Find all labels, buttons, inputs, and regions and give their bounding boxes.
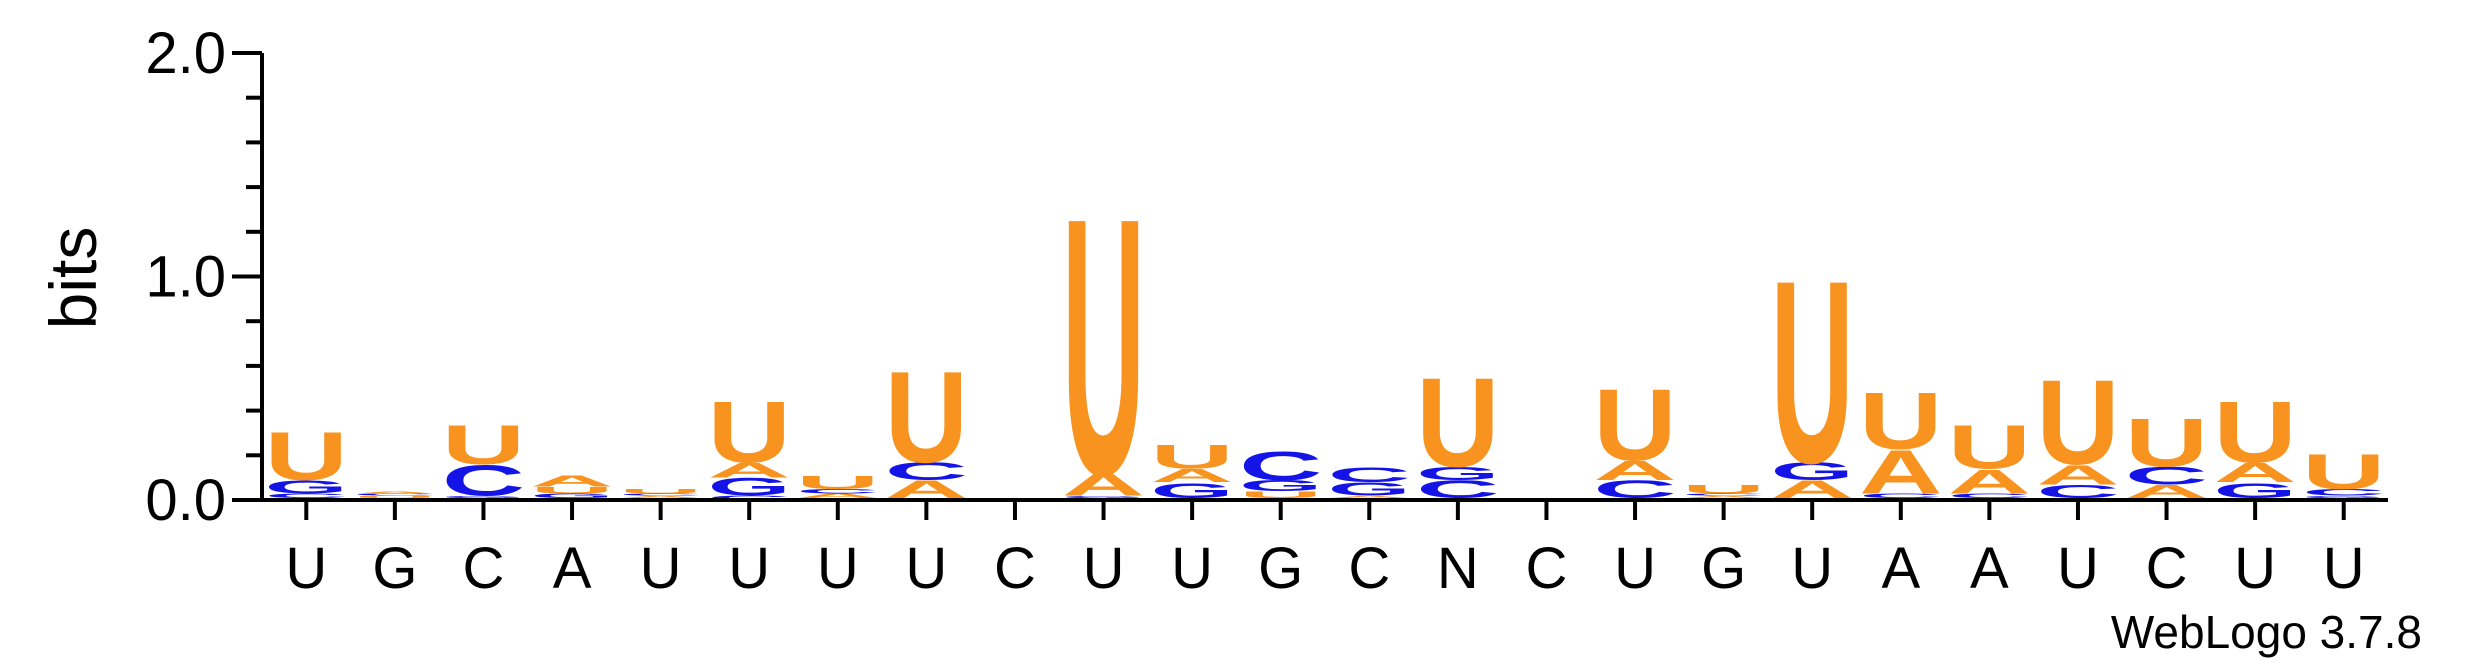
x-tick-label: G [372,536,417,601]
logo-letter-u: U [1239,489,1322,499]
logo-letter-a: A [619,495,702,498]
logo-letter-c: C [1682,493,1765,496]
weblogo-version-label: WebLogo 3.7.8 [2111,606,2422,658]
logo-letter-c: C [1948,492,2031,499]
logo-letter-c: C [2302,487,2385,497]
logo-letter-u: U [2302,444,2385,499]
logo-letter-g: G [1239,477,1322,494]
logo-letter-g: G [1771,458,1854,485]
logo-letter-a: A [1948,463,2031,501]
x-tick-label: G [1701,536,1746,601]
logo-letter-c: C [1328,462,1411,486]
logo-letter-g: G [265,477,348,498]
y-axis: 0.0 1.0 2.0 [145,21,264,533]
x-tick-label: C [1348,536,1390,601]
logo-letter-u: U [353,495,436,498]
x-tick-label: N [1437,536,1479,601]
logo-letter-u: U [1682,482,1765,496]
x-tick-label: U [1171,536,1213,601]
logo-letter-u: U [530,485,613,495]
logo-letter-c: C [619,493,702,496]
x-tick-label: U [728,536,770,601]
y-axis-title: bits [36,227,110,330]
logo-letter-a: A [2125,481,2208,502]
logo-letter-u: U [1416,351,1499,494]
logo-letter-a: A [1328,495,1411,498]
logo-letter-u: U [2125,405,2208,481]
x-tick-label: G [1258,536,1303,601]
x-tick-label: U [2057,536,2099,601]
x-tick-label: U [817,536,859,601]
x-tick-label: C [1526,536,1568,601]
logo-letter-u: U [796,472,879,493]
logo-letter-c: C [1239,444,1322,489]
logo-letter-g: G [2302,495,2385,498]
x-tick-label: C [2146,536,2188,601]
logo-letter-a: A [1062,468,1145,503]
logo-letter-a: A [1682,495,1765,498]
logo-letter-a: A [353,491,436,494]
x-tick-label: C [994,536,1036,601]
logo-letter-a: A [1150,465,1233,486]
logo-letter-u: U [885,345,968,490]
x-tick-label: U [2323,536,2365,601]
logo-letter-a: A [1859,437,1942,507]
logo-letter-g: G [1062,495,1145,498]
logo-letter-u: U [708,384,791,481]
y-tick-label: 1.0 [145,245,226,310]
x-tick-label: U [2234,536,2276,601]
letter-stacks: ACGUGUCAAGCUCGUAGACUCGAUGACUGACUCGAUCGAU… [265,141,2386,551]
logo-letter-g: G [530,492,613,499]
logo-letter-u: U [1771,227,1854,518]
logo-letter-u: U [1062,141,1145,551]
x-tick-label: C [463,536,505,601]
logo-letter-u: U [1150,438,1233,476]
logo-letter-a: A [530,473,613,490]
logo-letter-u: U [1859,376,1942,466]
logo-letter-a: A [1593,455,1676,486]
logo-letter-u: U [442,414,525,476]
x-tick-label: U [1614,536,1656,601]
logo-letter-g: G [708,473,791,500]
logo-letter-u: U [2214,384,2297,481]
logo-letter-c: C [1859,492,1942,499]
logo-letter-u: U [1593,368,1676,483]
x-tick-label: A [1881,536,1920,601]
logo-letter-g: G [1416,463,1499,484]
logo-letter-a: A [2036,459,2119,490]
x-tick-label: U [1083,536,1125,601]
y-tick-label: 0.0 [145,468,226,533]
logo-letter-g: G [1328,479,1411,500]
logo-letter-a: A [2213,457,2296,488]
x-tick-label: A [553,536,592,601]
logo-letter-g: G [442,495,525,498]
x-tick-label: A [1970,536,2009,601]
logo-letter-c: C [265,492,348,499]
logo-letter-a: A [708,458,791,482]
x-tick-label: U [1791,536,1833,601]
x-tick-label: U [285,536,327,601]
y-tick-label: 2.0 [145,21,226,86]
logo-letter-u: U [619,488,702,495]
logo-letter-c: C [353,493,436,496]
logo-letter-c: C [885,458,968,486]
logo-letter-u: U [2036,356,2119,491]
logo-letter-u: U [1948,412,2031,482]
logo-letter-u: U [265,419,348,495]
x-tick-label: U [640,536,682,601]
logo-letter-a: A [796,492,879,499]
logo-letter-c: C [2125,462,2208,490]
x-tick-label: U [905,536,947,601]
logo-letter-c: C [442,457,525,505]
logo-letter-c: C [708,494,791,501]
logo-letter-c: C [796,488,879,495]
logo-letter-c: C [2036,481,2119,502]
